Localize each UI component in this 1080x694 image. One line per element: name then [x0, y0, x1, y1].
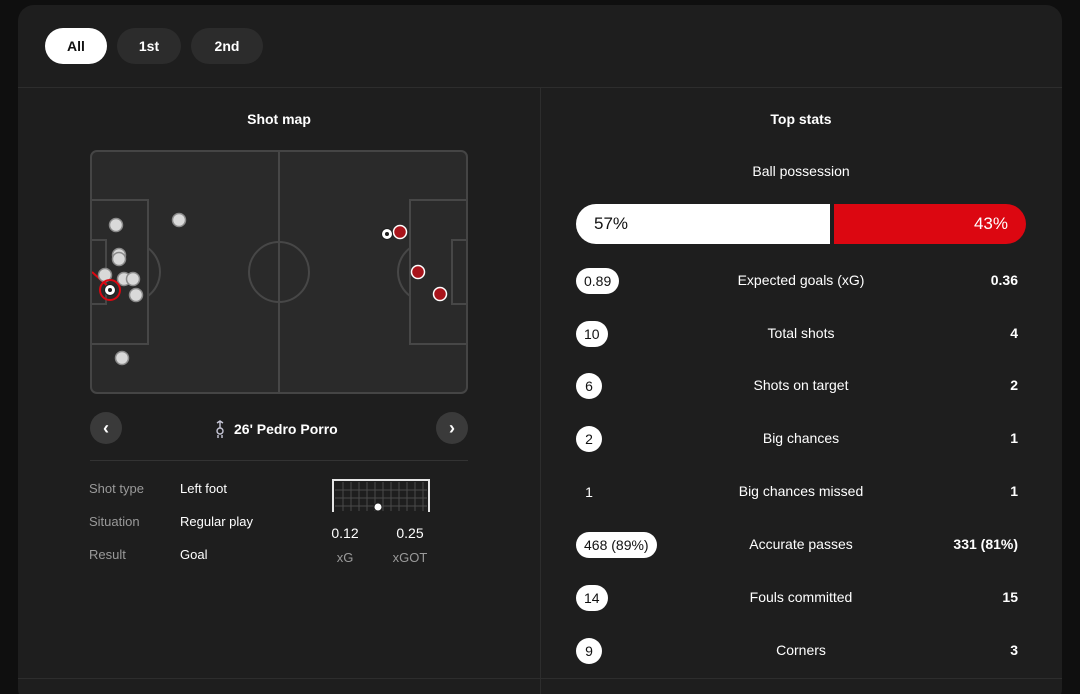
stat-row: 2 Big chances 1 [576, 426, 1026, 454]
xgot-value: 0.25 [396, 525, 424, 541]
away-shot-marker[interactable] [392, 224, 408, 240]
stat-away-big-chances-missed: 1 [1010, 483, 1018, 499]
stat-label-fouls-committed: Fouls committed [749, 589, 853, 605]
stat-label-big-chances-missed: Big chances missed [738, 483, 864, 499]
xgot-label: xGOT [392, 550, 428, 565]
stat-away-expected-goals-xg: 0.36 [990, 272, 1018, 288]
away-shot-marker[interactable] [410, 264, 426, 280]
stat-home-accurate-passes: 468 (89%) [576, 532, 657, 558]
stat-label-accurate-passes: Accurate passes [749, 536, 853, 552]
stat-away-big-chances: 1 [1010, 430, 1018, 446]
shot-minute-player: 26' Pedro Porro [234, 421, 338, 437]
away-shot-marker[interactable] [432, 286, 448, 302]
result-value: Goal [180, 547, 208, 562]
home-shot-marker[interactable] [111, 251, 127, 267]
period-selector: All 1st 2nd [45, 28, 263, 64]
stat-label-expected-goals-xg: Expected goals (xG) [737, 272, 865, 288]
selected-shot-header: 26' Pedro Porro [214, 419, 338, 439]
home-shot-marker[interactable] [114, 350, 130, 366]
possession-bar: 57% 43% [576, 204, 1026, 244]
xg-label: xG [336, 550, 354, 565]
shot-placement-ball-icon [373, 502, 383, 512]
period-2nd-chip[interactable]: 2nd [191, 28, 263, 64]
shot-map-pitch [90, 150, 468, 394]
period-all-chip[interactable]: All [45, 28, 107, 64]
stat-row: 1 Big chances missed 1 [576, 479, 1026, 507]
stat-label-big-chances: Big chances [762, 430, 840, 446]
stat-away-fouls-committed: 15 [1002, 589, 1018, 605]
stat-row: 10 Total shots 4 [576, 321, 1026, 349]
situation-value: Regular play [180, 514, 253, 529]
stat-row: 6 Shots on target 2 [576, 373, 1026, 401]
period-1st-chip[interactable]: 1st [117, 28, 181, 64]
possession-away: 43% [834, 204, 1026, 244]
chevron-left-icon: ‹ [103, 417, 109, 438]
stat-row: 14 Fouls committed 15 [576, 585, 1026, 613]
previous-shot-button[interactable]: ‹ [90, 412, 122, 444]
stat-row: 9 Corners 3 [576, 638, 1026, 666]
away-goal-marker[interactable] [381, 228, 393, 240]
column-divider [540, 87, 541, 694]
possession-home: 57% [576, 204, 831, 244]
stat-home-fouls-committed: 14 [576, 585, 608, 611]
rooster-crest-icon [216, 420, 224, 438]
stat-home-corners: 9 [576, 638, 602, 664]
match-stats-card: All 1st 2nd Shot map ‹ › [18, 5, 1062, 694]
selected-goal-marker[interactable] [99, 279, 121, 301]
pitch-lines [92, 152, 466, 392]
shot-map-title: Shot map [247, 111, 311, 127]
home-shot-marker[interactable] [171, 212, 187, 228]
stat-away-accurate-passes: 331 (81%) [953, 536, 1018, 552]
shot-type-value: Left foot [180, 481, 227, 496]
stat-home-total-shots: 10 [576, 321, 608, 347]
stat-home-expected-goals-xg: 0.89 [576, 268, 620, 294]
ball-possession-label: Ball possession [752, 163, 850, 179]
top-stats-title: Top stats [770, 111, 832, 127]
stat-row: 0.89 Expected goals (xG) 0.36 [576, 268, 1026, 296]
result-label: Result [89, 547, 126, 562]
stat-home-shots-on-target: 6 [576, 373, 602, 399]
stat-label-shots-on-target: Shots on target [753, 377, 849, 393]
shot-type-label: Shot type [89, 481, 144, 496]
stat-away-total-shots: 4 [1010, 325, 1018, 341]
stat-row: 468 (89%) Accurate passes 331 (81%) [576, 532, 1026, 560]
stat-home-big-chances-missed: 1 [585, 484, 593, 500]
stat-home-big-chances: 2 [576, 426, 602, 452]
chevron-right-icon: › [449, 417, 455, 438]
situation-label: Situation [89, 514, 140, 529]
stat-label-total-shots: Total shots [767, 325, 835, 341]
goal-frame-icon [332, 479, 430, 512]
xg-value: 0.12 [331, 525, 359, 541]
shot-details-divider [90, 460, 468, 461]
footer-divider [18, 678, 1062, 679]
home-shot-marker[interactable] [128, 287, 144, 303]
stat-label-corners: Corners [776, 642, 826, 658]
stat-away-corners: 3 [1010, 642, 1018, 658]
home-shot-marker[interactable] [108, 217, 124, 233]
home-shot-marker[interactable] [125, 271, 141, 287]
stat-away-shots-on-target: 2 [1010, 377, 1018, 393]
next-shot-button[interactable]: › [436, 412, 468, 444]
